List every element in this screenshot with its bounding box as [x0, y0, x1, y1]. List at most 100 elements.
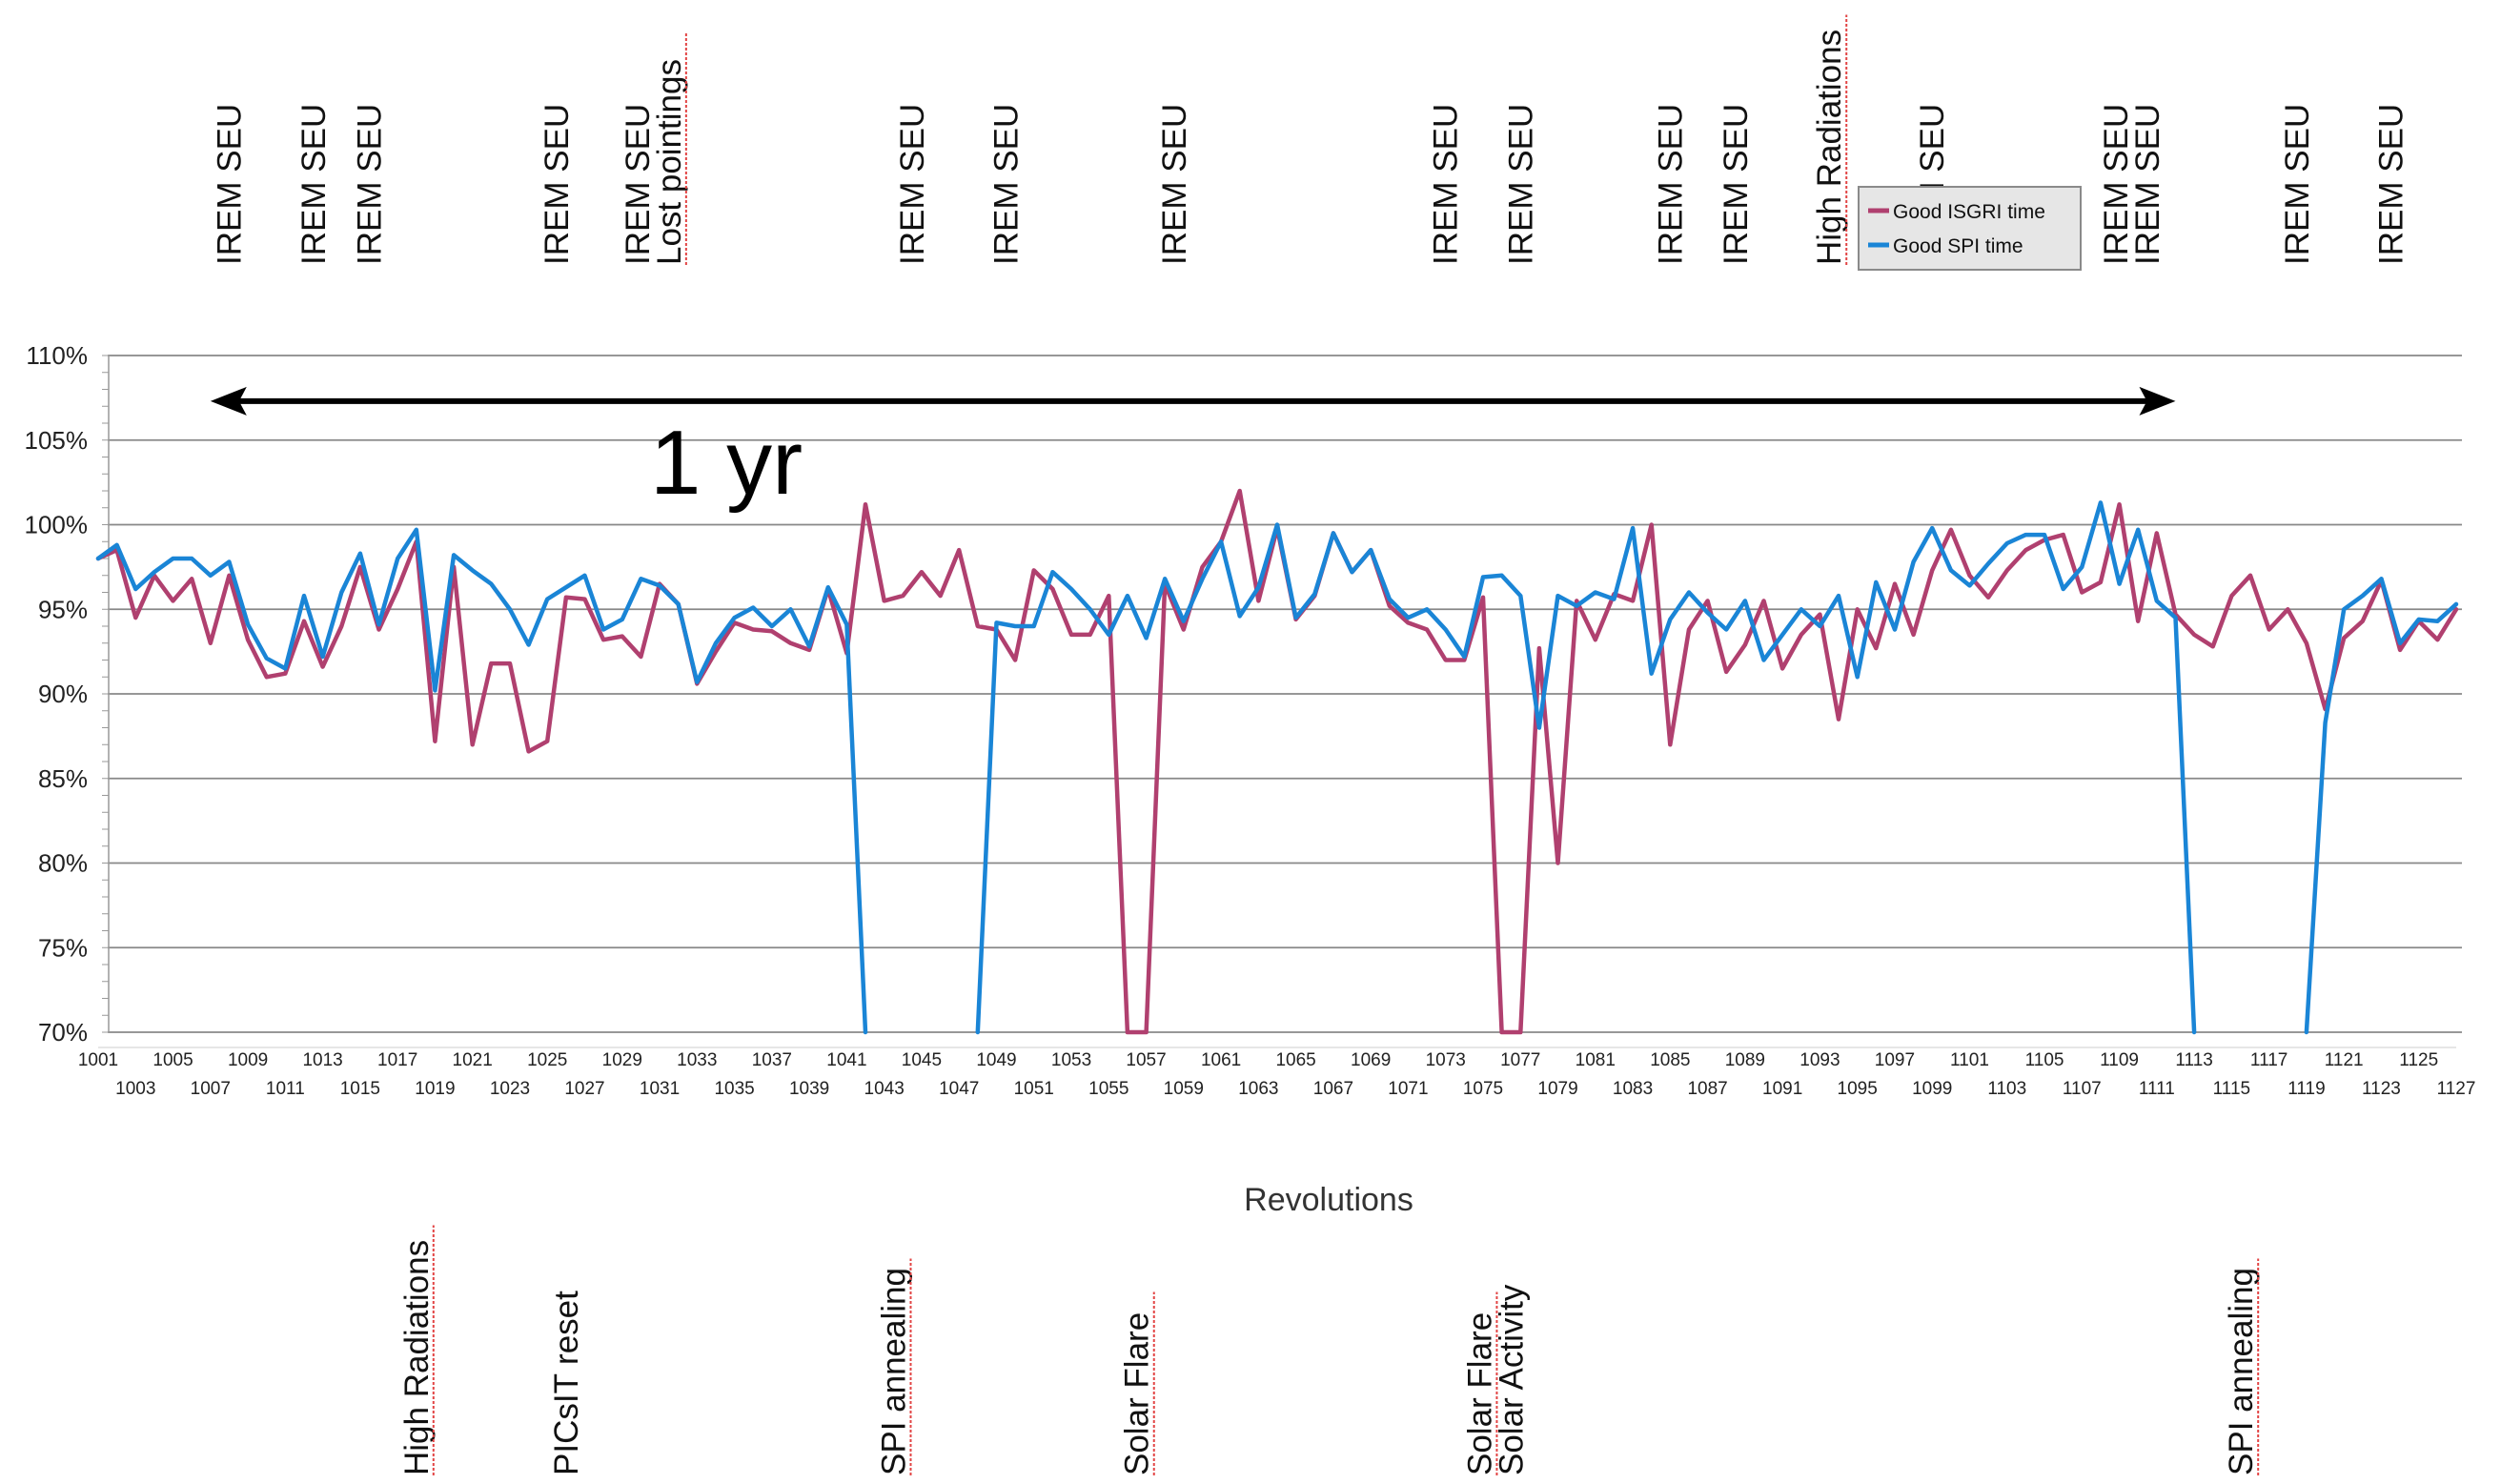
event-annotation-text: Solar Flare	[1119, 1312, 1156, 1475]
x-tick-label: 1103	[1987, 1079, 2026, 1099]
event-annotation: IREM SEU	[1428, 104, 1465, 265]
x-tick-label: 1097	[1875, 1050, 1915, 1070]
top-annotations: IREM SEU IREM SEU IREM SEU IREM SEU IREM SEU…	[211, 14, 2410, 265]
event-annotation: Solar Flare	[1119, 1291, 1156, 1475]
legend: Good ISGRI time Good SPI time	[1858, 186, 2082, 271]
x-tick-label: 1025	[527, 1050, 567, 1070]
x-tick-label: 1021	[453, 1050, 493, 1070]
x-tick-label: 1029	[602, 1050, 642, 1070]
x-tick-label: 1055	[1088, 1079, 1128, 1099]
y-tick-label: 70%	[38, 1018, 88, 1047]
y-tick-label: 75%	[38, 933, 88, 962]
x-tick-label: 1075	[1463, 1079, 1503, 1099]
x-tick-label: 1033	[677, 1050, 717, 1070]
legend-label-isgri: Good ISGRI time	[1893, 201, 2045, 223]
event-annotation: IREM SEU	[1156, 104, 1193, 265]
x-tick-label: 1019	[415, 1079, 455, 1099]
event-annotation: PICsIT reset	[548, 1291, 585, 1475]
x-tick-label: 1069	[1351, 1050, 1391, 1070]
x-tick-label: 1081	[1576, 1050, 1616, 1070]
legend-label-spi: Good SPI time	[1893, 235, 2023, 257]
x-tick-label: 1085	[1650, 1050, 1690, 1070]
y-axis: 70% 75% 80% 85% 90% 95% 100% 105% 110%	[25, 341, 110, 1047]
x-tick-label: 1115	[2213, 1079, 2250, 1099]
event-annotation-text: IREM SEU	[894, 104, 931, 265]
x-axis-title: Revolutions	[1244, 1182, 1413, 1218]
x-tick-label: 1057	[1126, 1050, 1166, 1070]
x-tick-label: 1125	[2399, 1050, 2438, 1070]
y-tick-label: 100%	[25, 511, 89, 539]
event-annotation-text: IREM SEU	[1502, 104, 1539, 265]
x-tick-label: 1031	[640, 1079, 680, 1099]
event-annotation: IREM SEU	[211, 104, 248, 265]
x-tick-label: 1065	[1275, 1050, 1315, 1070]
event-annotation: High Radiations	[398, 1225, 436, 1475]
x-tick-label: 1013	[302, 1050, 342, 1070]
x-tick-label: 1043	[864, 1079, 905, 1099]
x-tick-label: 1095	[1838, 1079, 1878, 1099]
x-tick-label: 1101	[1950, 1050, 1989, 1070]
event-annotation-text: IREM SEU	[1156, 104, 1193, 265]
event-annotation: IREM SEU	[894, 104, 931, 265]
x-tick-label: 1045	[902, 1050, 942, 1070]
x-tick-label: 1099	[1912, 1079, 1952, 1099]
x-tick-label: 1051	[1014, 1079, 1054, 1099]
x-tick-label: 1017	[377, 1050, 417, 1070]
x-tick-label: 1009	[228, 1050, 268, 1070]
x-tick-label: 1003	[115, 1079, 155, 1099]
x-tick-label: 1049	[976, 1050, 1016, 1070]
x-tick-label: 1053	[1051, 1050, 1091, 1070]
x-tick-label: 1107	[2063, 1079, 2102, 1099]
span-arrow-head-left	[210, 386, 247, 416]
series-lines	[95, 488, 2459, 1035]
x-tick-label: 1105	[2025, 1050, 2064, 1070]
x-tick-label: 1079	[1537, 1079, 1577, 1099]
x-tick-label: 1089	[1725, 1050, 1765, 1070]
event-annotation: SPI annealing	[875, 1258, 912, 1475]
x-tick-label: 1087	[1687, 1079, 1727, 1099]
x-tick-label: 1067	[1313, 1079, 1353, 1099]
event-annotation: High Radiations	[1811, 14, 1848, 265]
x-tick-label: 1059	[1164, 1079, 1204, 1099]
x-tick-label: 1109	[2100, 1050, 2139, 1070]
x-tick-label: 1001	[78, 1050, 118, 1070]
x-tick-label: 1091	[1762, 1079, 1802, 1099]
event-annotation: IREM SEU	[1718, 104, 1755, 265]
event-annotation-text: IREM SEU	[1428, 104, 1465, 265]
x-tick-label: 1041	[826, 1050, 866, 1070]
event-annotation-text: IREM SEU	[2129, 104, 2166, 265]
event-annotation-text: IREM SEU	[2279, 104, 2316, 265]
gridlines	[108, 355, 2462, 1033]
event-annotation-text: IREM SEU	[987, 104, 1025, 265]
event-annotation-text: IREM SEU	[211, 104, 248, 265]
x-tick-label: 1083	[1613, 1079, 1653, 1099]
event-annotation-text: Lost pointings	[651, 59, 688, 265]
series-line-spi	[95, 500, 2459, 1035]
event-annotation-text: High Radiations	[1811, 30, 1848, 265]
event-annotation-text: IREM SEU	[620, 104, 657, 265]
event-annotation: IREM SEU	[987, 104, 1025, 265]
x-tick-label: 1005	[152, 1050, 193, 1070]
x-tick-label: 1093	[1800, 1050, 1840, 1070]
span-arrow-label: 1 yr	[650, 412, 803, 514]
y-tick-label: 80%	[38, 849, 88, 878]
event-annotation: IREM SEU	[539, 104, 576, 265]
span-arrow-head-right	[2139, 386, 2176, 416]
x-tick-label: 1023	[490, 1079, 530, 1099]
event-annotation-text: IREM SEU	[1652, 104, 1689, 265]
event-annotation-text: IREM SEU	[295, 104, 333, 265]
event-annotation: IREM SEU	[295, 104, 333, 265]
span-arrow: 1 yr	[210, 386, 2176, 514]
x-axis: 1001 1003 1005 1007 1009 1011 1013 1015 1017 1019…	[78, 1047, 2475, 1099]
x-tick-label: 1007	[191, 1079, 231, 1099]
event-annotation: SPI annealing	[2223, 1258, 2260, 1475]
x-tick-label: 1111	[2139, 1079, 2175, 1099]
x-tick-label: 1113	[2175, 1050, 2212, 1070]
event-annotation-text: SPI annealing	[2223, 1268, 2260, 1475]
y-tick-label: 85%	[38, 764, 88, 793]
x-tick-label: 1035	[714, 1079, 754, 1099]
